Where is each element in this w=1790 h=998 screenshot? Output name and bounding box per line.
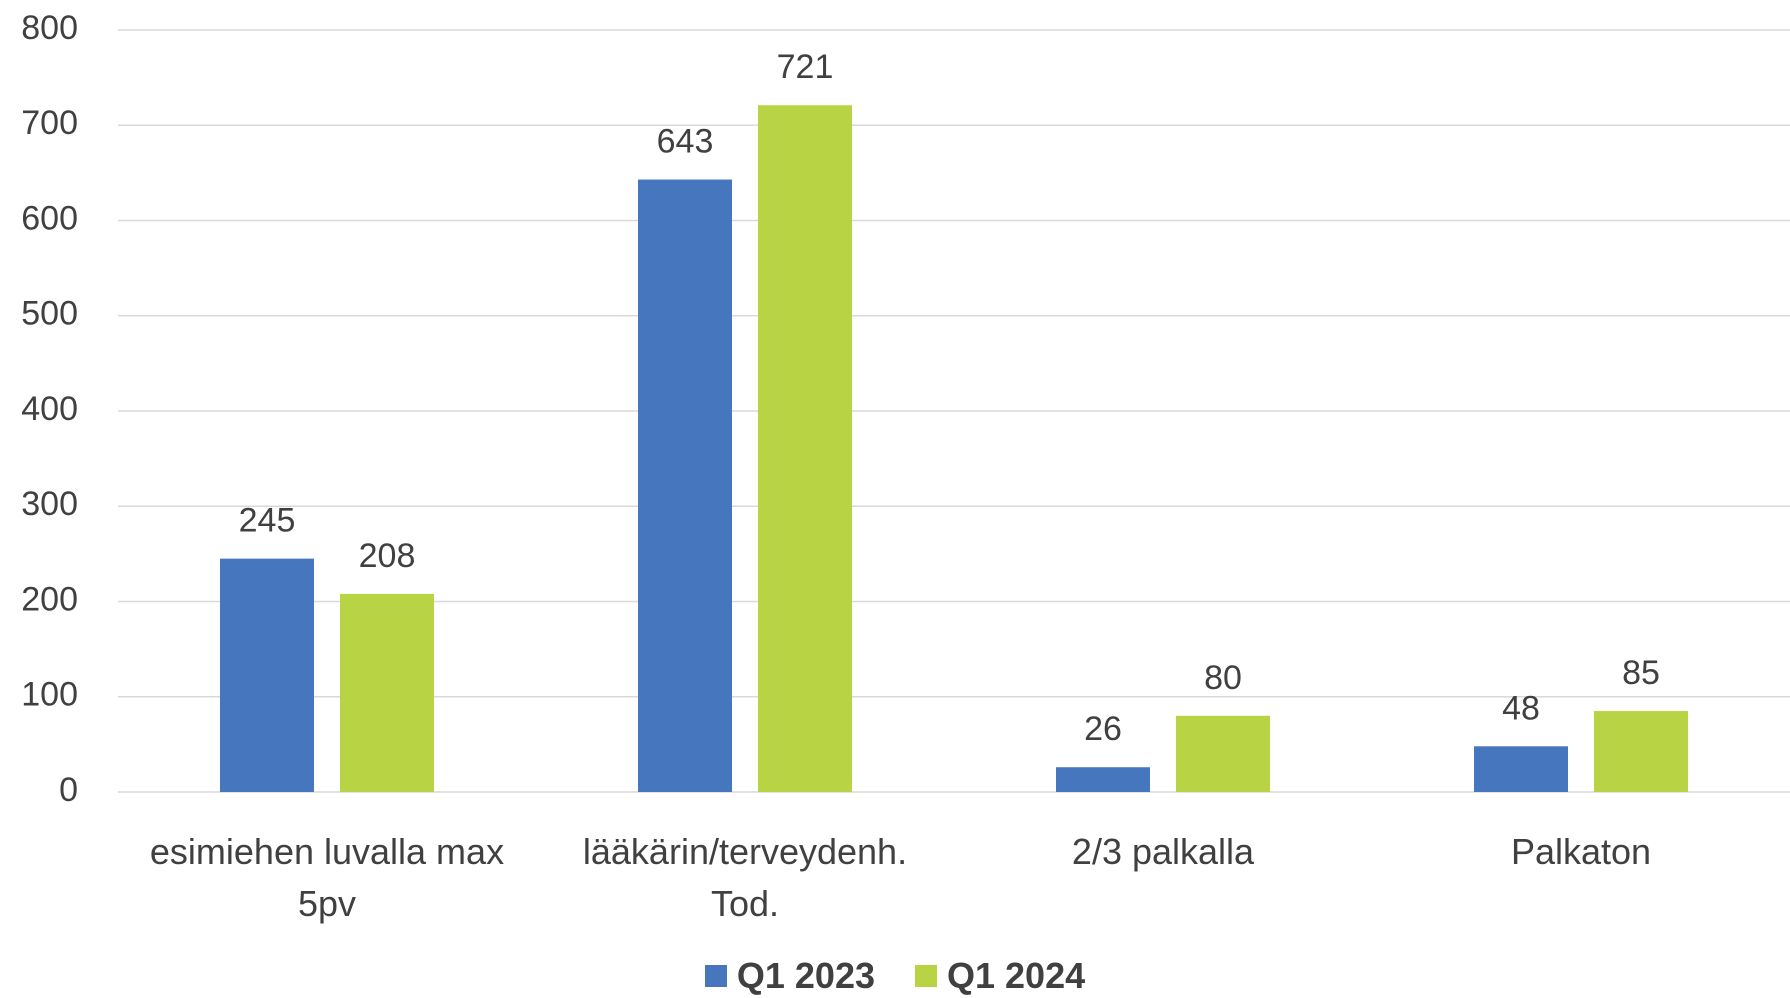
bar <box>1056 767 1150 792</box>
y-tick-label: 700 <box>21 104 78 142</box>
value-label: 208 <box>359 537 416 575</box>
bar <box>758 105 852 792</box>
y-tick-label: 300 <box>21 485 78 523</box>
bar <box>1594 711 1688 792</box>
y-tick-label: 600 <box>21 199 78 237</box>
y-tick-label: 500 <box>21 295 78 333</box>
value-label: 48 <box>1502 689 1540 727</box>
y-tick-label: 400 <box>21 390 78 428</box>
bar <box>638 179 732 793</box>
legend-label: Q1 2023 <box>736 955 875 996</box>
value-label: 245 <box>239 502 296 540</box>
legend-swatch <box>704 965 727 987</box>
legend-label: Q1 2024 <box>947 955 1086 996</box>
bar <box>1474 746 1568 792</box>
value-label: 80 <box>1204 659 1242 697</box>
x-tick-label: esimiehen luvalla max 5pv <box>149 831 505 924</box>
bar <box>220 558 314 792</box>
y-tick-label: 200 <box>21 580 78 618</box>
bar <box>1176 715 1270 792</box>
legend-swatch <box>915 965 937 987</box>
x-tick-label: lääkärin/terveydenh. Tod. <box>582 831 908 924</box>
value-label: 26 <box>1084 710 1122 748</box>
value-label: 721 <box>777 48 834 86</box>
y-tick-label: 100 <box>21 676 78 714</box>
value-label: 643 <box>657 123 714 161</box>
y-tick-label: 0 <box>59 771 78 809</box>
legend-item: Q1 2023 <box>704 955 875 997</box>
legend-item: Q1 2024 <box>915 955 1085 997</box>
legend: Q1 2023 Q1 2024 <box>0 955 1790 997</box>
y-tick-label: 800 <box>21 9 78 47</box>
value-label: 85 <box>1622 654 1660 692</box>
bar <box>340 593 434 792</box>
x-tick-label: Palkaton <box>1510 831 1652 872</box>
x-tick-label: 2/3 palkalla <box>1071 831 1255 872</box>
